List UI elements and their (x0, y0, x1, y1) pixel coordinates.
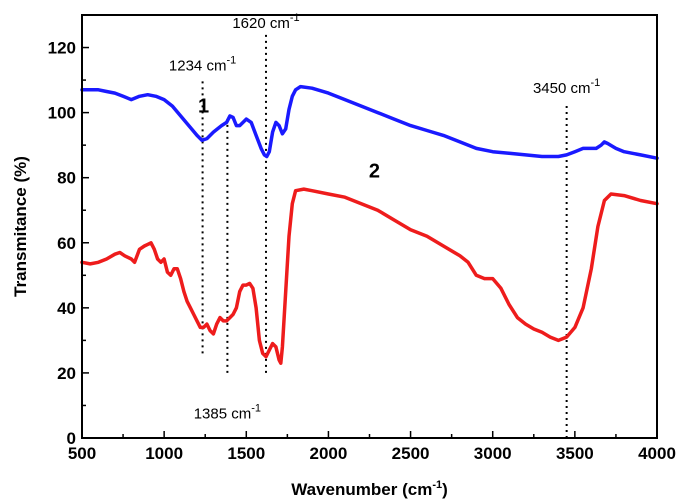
y-tick-label: 100 (48, 104, 76, 123)
x-tick-label: 1500 (227, 444, 265, 463)
y-tick-label: 0 (67, 429, 76, 448)
plot-frame (81, 14, 658, 439)
annotations: 1234 cm-1 1620 cm-1 1385 cm-1 3450 cm-1 (169, 12, 600, 438)
x-tick-label: 500 (68, 444, 96, 463)
annotation-label: 1234 cm-1 (169, 54, 236, 74)
series-label-1: 1 (198, 96, 209, 118)
y-tick-label: 80 (57, 169, 76, 188)
x-tick-label: 3500 (556, 444, 594, 463)
x-tick-label: 4000 (638, 444, 676, 463)
y-tick-label: 40 (57, 299, 76, 318)
series-group (80, 84, 659, 365)
y-tick-label: 60 (57, 234, 76, 253)
x-tick-label: 3000 (474, 444, 512, 463)
series-line-2 (80, 187, 659, 365)
annotation-label: 1385 cm-1 (194, 402, 261, 422)
x-tick-label: 2000 (310, 444, 348, 463)
x-axis-title: Wavenumber (cm-1) (291, 479, 448, 499)
y-tick-label: 20 (57, 364, 76, 383)
x-tick-label: 1000 (145, 444, 183, 463)
y-axis-title: Transmitance (%) (11, 156, 30, 297)
x-tick-label: 2500 (392, 444, 430, 463)
series-line-1 (80, 84, 659, 160)
annotation-label: 1620 cm-1 (232, 12, 299, 32)
annotation-label: 3450 cm-1 (533, 77, 600, 97)
series-label-2: 2 (369, 161, 380, 183)
axes: 500 1000 1500 2000 2500 3000 3500 4000 0 20 40 60 80… (48, 14, 676, 463)
chart-labels: Wavenumber (cm-1) Transmitance (%) 1 2 (11, 96, 448, 499)
y-tick-label: 120 (48, 39, 76, 58)
